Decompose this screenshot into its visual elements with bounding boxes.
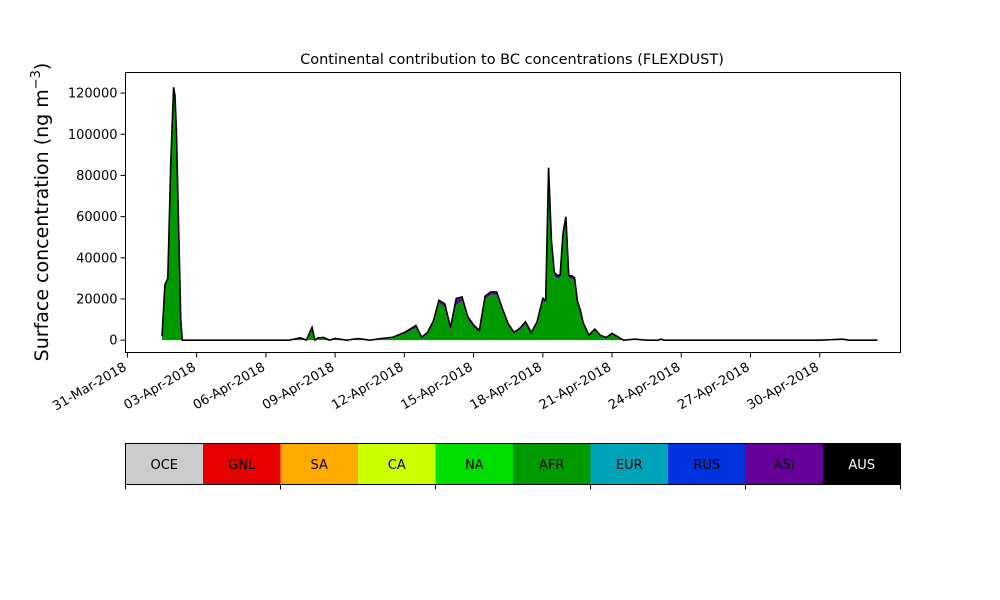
y-tick-label: 120000 <box>68 87 118 102</box>
legend-swatch-sa <box>280 443 358 485</box>
y-tick-label: 40000 <box>76 251 117 266</box>
legend-swatch-rus <box>668 443 746 485</box>
legend-swatch-asi <box>745 443 823 485</box>
legend-swatch-ca <box>358 443 436 485</box>
legend-frame <box>125 443 901 485</box>
y-tick-label: 80000 <box>76 169 117 184</box>
y-axis-label-exponent: −3 <box>29 70 44 89</box>
region-color-legend: OCE GNL SA CA NA AFR EUR RUS ASI AUS <box>125 443 901 490</box>
y-tick-label: 100000 <box>68 128 118 143</box>
y-axis: 0 20000 40000 60000 80000 100000 120000 <box>68 87 126 349</box>
legend-swatch-aus <box>823 443 901 485</box>
legend-swatch-eur <box>590 443 668 485</box>
y-tick-label: 0 <box>109 334 117 349</box>
y-tick-label: 20000 <box>76 292 117 307</box>
legend-label-aus: AUS <box>848 458 875 473</box>
legend-label-rus: RUS <box>693 458 720 473</box>
total-outline-line <box>161 87 878 342</box>
legend-swatch-oce <box>125 443 203 485</box>
legend-label-na: NA <box>465 458 484 473</box>
legend-label-eur: EUR <box>616 458 643 473</box>
y-tick-label: 60000 <box>76 210 117 225</box>
legend-label-ca: CA <box>388 458 406 473</box>
legend-label-asi: ASI <box>774 458 795 473</box>
plot-area <box>125 72 901 353</box>
plot-frame <box>125 72 901 353</box>
legend-label-oce: OCE <box>150 458 178 473</box>
chart-title: Continental contribution to BC concentra… <box>300 52 724 68</box>
legend-swatch-gnl <box>203 443 281 485</box>
legend-swatch-afr <box>513 443 591 485</box>
y-axis-label: Surface concentration (ng m−3) <box>29 63 53 362</box>
y-axis-label-close: ) <box>31 63 53 70</box>
legend-label-gnl: GNL <box>228 458 256 473</box>
legend-label-afr: AFR <box>539 458 564 473</box>
legend-swatch-na <box>435 443 513 485</box>
y-axis-label-main: Surface concentration (ng m <box>31 89 53 361</box>
legend-label-sa: SA <box>311 458 328 473</box>
